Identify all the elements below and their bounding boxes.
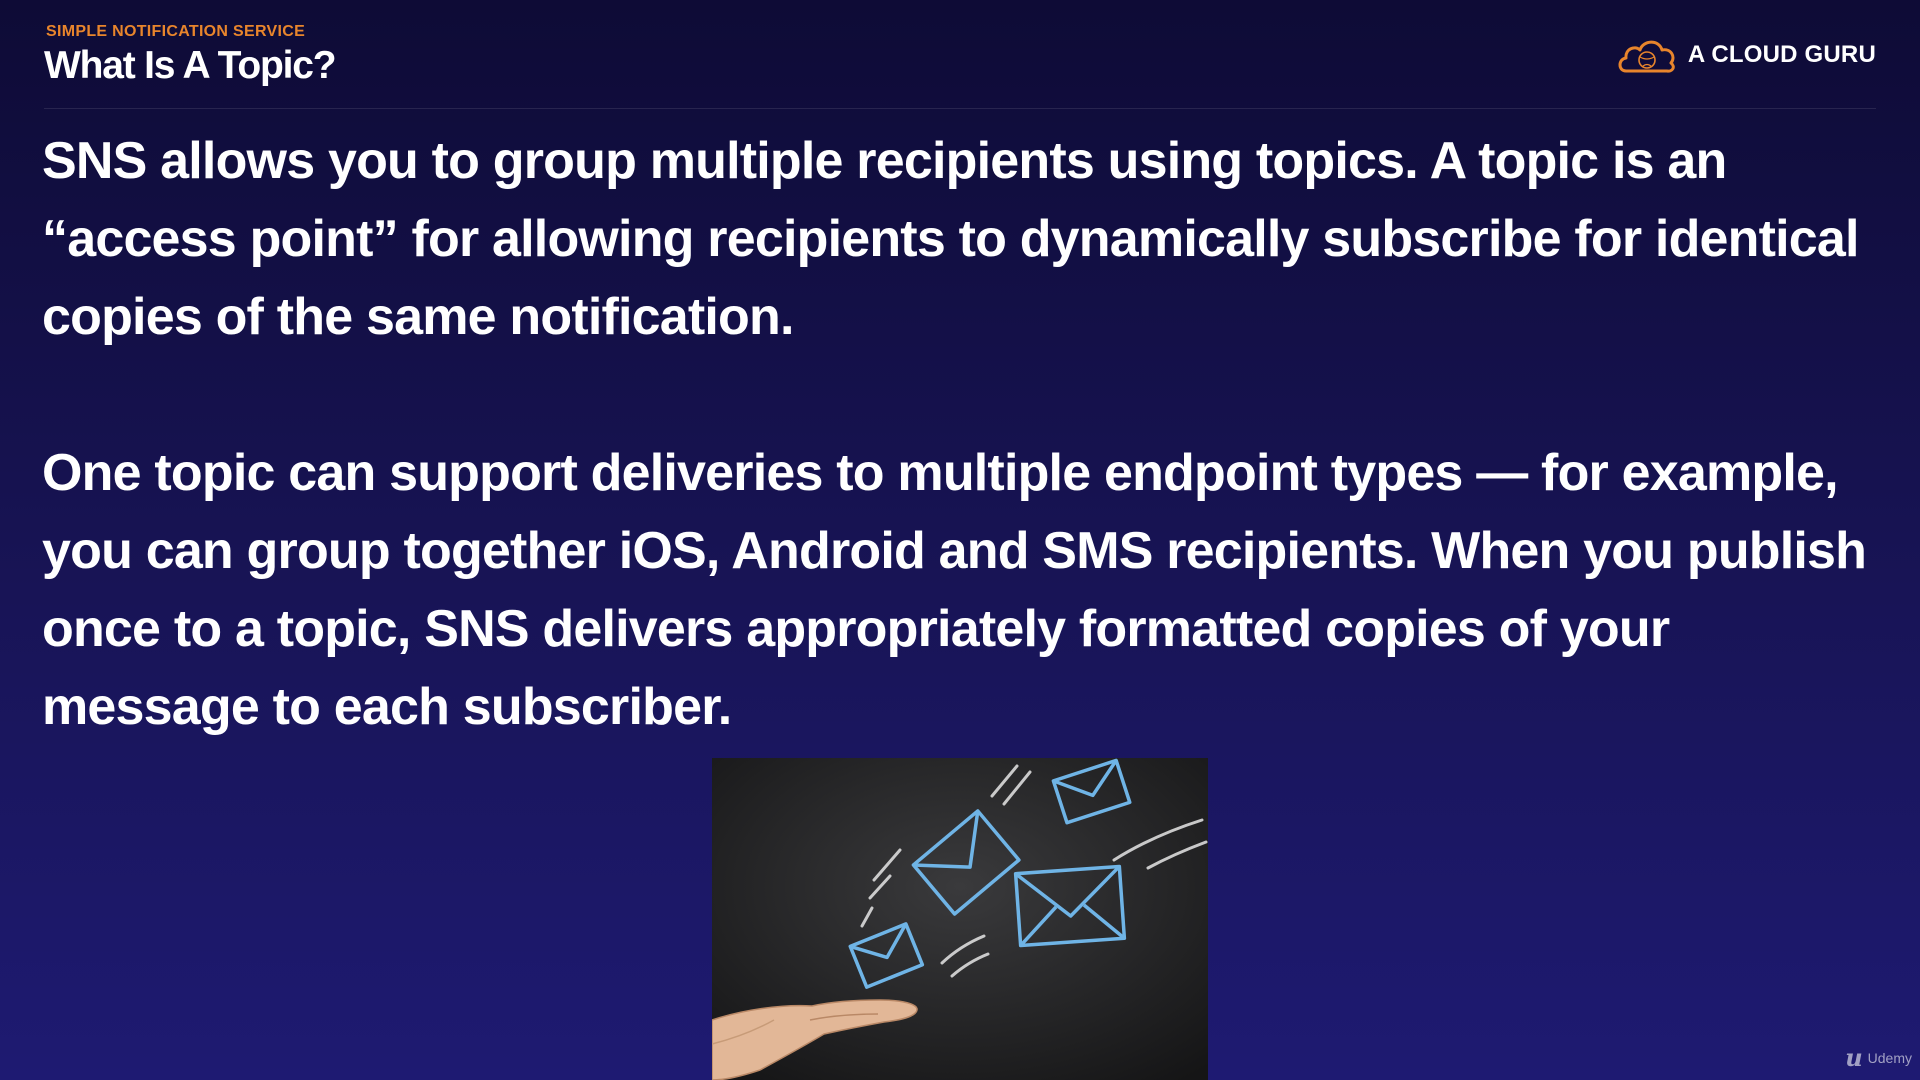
watermark-text: Udemy	[1867, 1049, 1912, 1066]
udemy-watermark: u Udemy	[1845, 1043, 1912, 1072]
brand-logo: A CLOUD GURU	[1616, 32, 1876, 78]
body-paragraph-endpoint-types: One topic can support deliveries to mult…	[42, 444, 1867, 736]
envelopes-from-hand-image	[712, 758, 1208, 1080]
slide-header: SIMPLE NOTIFICATION SERVICE What Is A To…	[44, 20, 1876, 109]
cloud-logo-icon	[1616, 35, 1678, 75]
slide-title: What Is A Topic?	[44, 44, 337, 87]
section-label: SIMPLE NOTIFICATION SERVICE	[46, 23, 306, 40]
brand-name: A CLOUD GURU	[1687, 41, 1876, 68]
udemy-logo-icon: u	[1845, 1043, 1863, 1072]
envelopes-illustration	[712, 758, 1208, 1080]
body-paragraph-topic-definition: SNS allows you to group multiple recipie…	[42, 132, 1859, 346]
